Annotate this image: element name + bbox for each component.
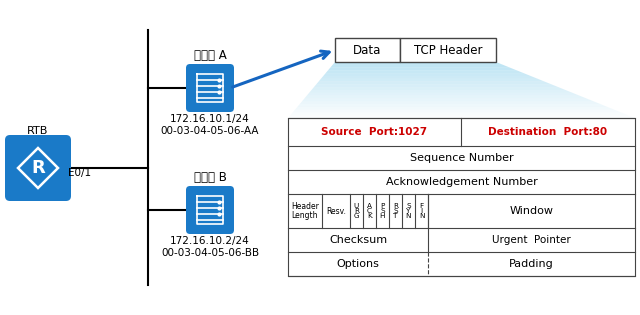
Text: 172.16.10.1/24: 172.16.10.1/24 (170, 114, 250, 124)
Polygon shape (300, 101, 600, 104)
Polygon shape (292, 110, 621, 112)
Text: R: R (31, 159, 45, 177)
Text: Sequence Number: Sequence Number (410, 153, 513, 163)
Polygon shape (295, 107, 614, 110)
Text: Checksum: Checksum (329, 235, 387, 245)
Text: 服务器 A: 服务器 A (194, 49, 227, 62)
Text: F
I
N: F I N (419, 203, 424, 219)
Text: Header
Length: Header Length (291, 202, 319, 220)
Text: Destination  Port:80: Destination Port:80 (488, 127, 607, 137)
Text: Resv.: Resv. (326, 207, 346, 215)
Text: Source  Port:1027: Source Port:1027 (321, 127, 428, 137)
Bar (400, 38, 496, 62)
Polygon shape (319, 79, 545, 82)
Polygon shape (314, 84, 559, 87)
Polygon shape (316, 82, 552, 84)
Text: 172.16.10.2/24: 172.16.10.2/24 (170, 236, 250, 246)
Bar (335, 38, 400, 62)
Text: TCP Header: TCP Header (413, 43, 483, 56)
Text: A
C
K: A C K (367, 203, 372, 219)
Text: Window: Window (509, 206, 554, 216)
Polygon shape (328, 68, 517, 70)
Polygon shape (330, 65, 510, 68)
Polygon shape (323, 73, 531, 76)
Text: R
S
T: R S T (393, 203, 398, 219)
Polygon shape (307, 93, 579, 95)
Text: P
S
H: P S H (380, 203, 385, 219)
Text: 00-03-04-05-06-AA: 00-03-04-05-06-AA (161, 126, 259, 136)
Text: Acknowledgement Number: Acknowledgement Number (386, 177, 538, 187)
Polygon shape (326, 70, 524, 73)
Text: 00-03-04-05-06-BB: 00-03-04-05-06-BB (161, 248, 259, 258)
Polygon shape (302, 98, 593, 101)
Text: Options: Options (337, 259, 380, 269)
Text: S
Y
N: S Y N (406, 203, 412, 219)
Text: 服务器 B: 服务器 B (193, 171, 227, 184)
Text: Padding: Padding (509, 259, 554, 269)
Polygon shape (305, 95, 586, 98)
Text: Data: Data (353, 43, 381, 56)
Text: Urgent  Pointer: Urgent Pointer (492, 235, 571, 245)
Polygon shape (312, 87, 566, 90)
Polygon shape (298, 104, 607, 107)
Text: U
R
G: U R G (354, 203, 359, 219)
Text: E0/1: E0/1 (68, 168, 91, 178)
Polygon shape (291, 112, 628, 115)
Text: RTB: RTB (28, 126, 49, 136)
FancyBboxPatch shape (186, 186, 234, 234)
FancyBboxPatch shape (5, 135, 71, 201)
Polygon shape (333, 62, 503, 65)
Bar (288, 118, 635, 276)
Polygon shape (309, 90, 572, 93)
Polygon shape (321, 76, 538, 79)
FancyBboxPatch shape (186, 64, 234, 112)
